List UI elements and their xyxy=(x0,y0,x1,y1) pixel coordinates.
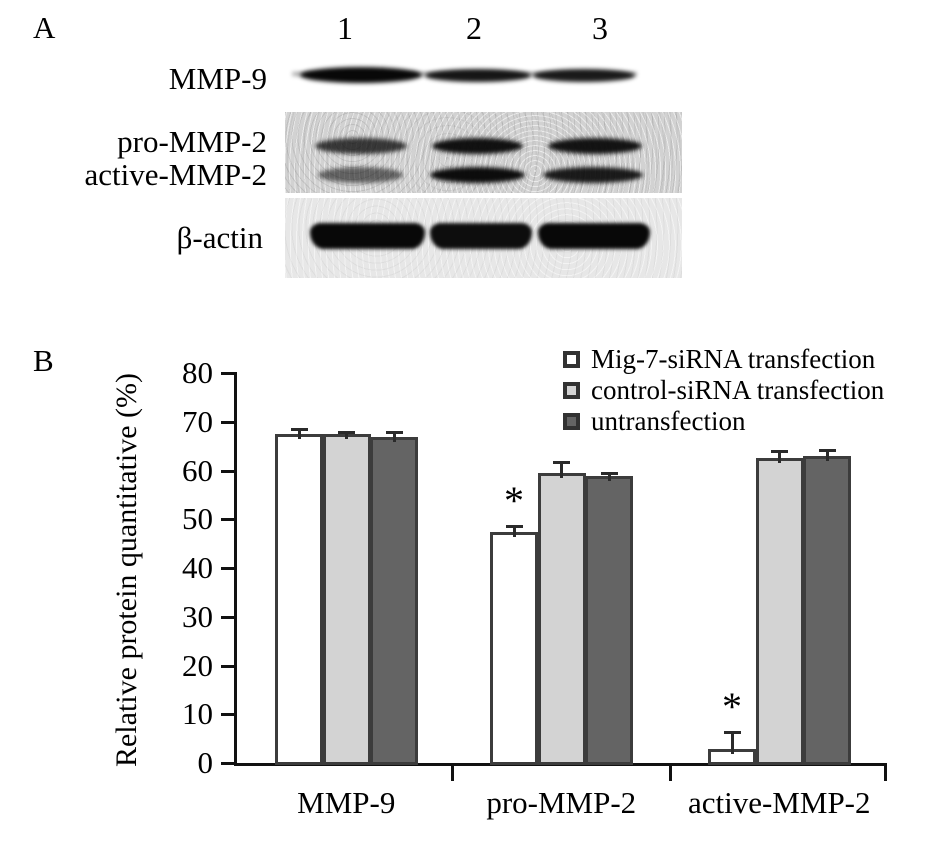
error-bar-stem-active-MMP-2-2 xyxy=(778,452,781,463)
legend-label-untransfection: untransfection xyxy=(591,406,746,436)
y-tick-10 xyxy=(221,713,234,717)
error-bar-stem-pro-MMP-2-3 xyxy=(608,474,611,481)
legend-item-mig7: Mig-7-siRNA transfection xyxy=(563,344,884,375)
y-tick-label-80: 80 xyxy=(182,355,213,390)
y-tick-0 xyxy=(221,762,234,765)
panel-b-label: B xyxy=(33,343,54,378)
y-tick-20 xyxy=(221,664,234,668)
active-mmp2-band-lane3 xyxy=(543,167,643,183)
y-tick-label-20: 20 xyxy=(182,647,213,683)
legend-label-mig7: Mig-7-siRNA transfection xyxy=(591,344,876,374)
pro-mmp2-band-lane3 xyxy=(548,138,642,154)
legend-item-control: control-siRNA transfection xyxy=(563,375,884,406)
significance-asterisk-active-MMP-2: * xyxy=(722,684,742,730)
x-tick-2 xyxy=(669,765,672,781)
lane-number-3: 3 xyxy=(592,10,608,46)
lane-number-2: 2 xyxy=(466,10,482,46)
y-tick-30 xyxy=(221,615,234,619)
error-bar-stem-active-MMP-2-1 xyxy=(731,733,734,754)
legend-swatch-control-icon xyxy=(563,382,580,399)
y-tick-label-30: 30 xyxy=(182,598,213,634)
error-bar-stem-MMP-9-2 xyxy=(345,432,348,439)
error-bar-stem-pro-MMP-2-1 xyxy=(513,527,516,537)
legend-swatch-mig7-icon xyxy=(563,351,580,368)
y-tick-label-70: 70 xyxy=(182,403,213,439)
blot-label-active-mmp2: active-MMP-2 xyxy=(84,157,267,192)
bar-pro-MMP-2-3 xyxy=(585,476,633,765)
y-tick-label-10: 10 xyxy=(182,696,213,732)
western-blot-area xyxy=(0,0,945,300)
error-bar-stem-active-MMP-2-3 xyxy=(826,451,829,461)
mmp9-band-lane3 xyxy=(533,68,635,82)
error-bar-cap-MMP-9-1 xyxy=(291,428,308,432)
category-label-2: pro-MMP-2 xyxy=(486,785,637,820)
panel-a-label: A xyxy=(33,10,56,45)
lane-number-1: 1 xyxy=(337,10,353,46)
blot-label-beta-actin: β-actin xyxy=(176,220,263,255)
bar-pro-MMP-2-1 xyxy=(490,532,538,765)
error-bar-cap-pro-MMP-2-2 xyxy=(553,461,570,465)
error-bar-cap-MMP-9-3 xyxy=(386,431,403,435)
blot-label-pro-mmp2: pro-MMP-2 xyxy=(117,124,267,159)
y-axis-line xyxy=(234,372,237,766)
mmp9-band-lane2 xyxy=(425,68,531,82)
bar-MMP-9-3 xyxy=(370,437,418,765)
y-tick-80 xyxy=(221,372,234,375)
beta-actin-band-lane3 xyxy=(538,223,650,249)
y-tick-70 xyxy=(221,420,234,424)
bar-MMP-9-2 xyxy=(323,434,371,765)
significance-asterisk-pro-MMP-2: * xyxy=(504,478,524,524)
category-label-3: active-MMP-2 xyxy=(687,785,871,820)
error-bar-stem-MMP-9-3 xyxy=(393,433,396,442)
bar-pro-MMP-2-2 xyxy=(538,473,586,765)
active-mmp2-band-lane1 xyxy=(318,167,403,183)
pro-mmp2-band-lane1 xyxy=(315,138,407,154)
x-tick-3 xyxy=(884,765,887,781)
pro-mmp2-band-lane2 xyxy=(432,138,523,154)
error-bar-cap-pro-MMP-2-1 xyxy=(506,525,523,529)
error-bar-stem-pro-MMP-2-2 xyxy=(560,463,563,478)
active-mmp2-band-lane2 xyxy=(430,167,525,183)
chart-legend: Mig-7-siRNA transfection control-siRNA t… xyxy=(563,344,884,437)
legend-label-control: control-siRNA transfection xyxy=(591,375,885,405)
beta-actin-band-lane2 xyxy=(430,223,532,249)
y-tick-label-60: 60 xyxy=(182,452,213,488)
x-tick-1 xyxy=(451,765,454,781)
bar-active-MMP-2-2 xyxy=(756,458,804,765)
error-bar-stem-MMP-9-1 xyxy=(298,430,301,439)
bar-chart: 0 10 20 30 40 50 60 70 80 MMP-9 pro-MMP-2 active-MM… xyxy=(0,330,945,845)
bar-active-MMP-2-3 xyxy=(803,456,851,765)
error-bar-cap-active-MMP-2-2 xyxy=(771,450,788,454)
y-tick-label-0: 0 xyxy=(197,745,214,780)
beta-actin-band-lane1 xyxy=(310,223,425,249)
y-tick-40 xyxy=(221,567,234,570)
y-tick-label-40: 40 xyxy=(182,550,213,585)
y-tick-label-50: 50 xyxy=(182,501,213,537)
error-bar-cap-MMP-9-2 xyxy=(338,430,355,434)
error-bar-cap-pro-MMP-2-3 xyxy=(601,472,618,476)
category-label-1: MMP-9 xyxy=(297,785,396,820)
bar-MMP-9-1 xyxy=(275,434,323,765)
error-bar-cap-active-MMP-2-3 xyxy=(819,449,836,453)
y-tick-50 xyxy=(221,518,234,522)
legend-item-untransfection: untransfection xyxy=(563,406,884,437)
legend-swatch-untransfection-icon xyxy=(563,413,580,430)
y-tick-60 xyxy=(221,469,234,473)
blot-label-mmp9: MMP-9 xyxy=(168,61,267,96)
error-bar-cap-active-MMP-2-1 xyxy=(724,731,741,735)
mmp9-band-lane1 xyxy=(300,67,422,83)
